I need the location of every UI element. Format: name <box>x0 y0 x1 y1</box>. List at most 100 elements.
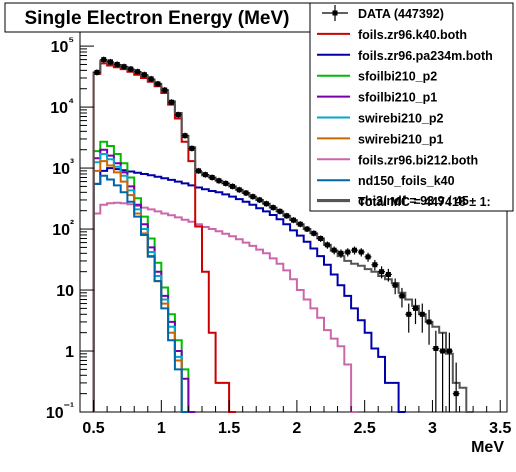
legend-label: sfoilbi210_p2 <box>358 70 437 84</box>
legend-entry-chi2: chi2/ndf = 93.9 / 45 <box>317 194 469 208</box>
legend-label: sfoilbi210_p1 <box>358 91 437 105</box>
legend-entry: foils.zr96.pa234m.both <box>317 49 493 63</box>
data-point <box>113 61 121 68</box>
legend-label: foils.zr96.bi212.both <box>358 153 478 167</box>
data-point <box>249 193 257 200</box>
legend-label: Total MC = 447418 ± 1: <box>358 195 491 209</box>
data-point <box>378 266 385 279</box>
data-point <box>418 303 426 333</box>
data-points <box>93 56 460 412</box>
data-point <box>283 212 291 219</box>
data-point <box>127 66 135 73</box>
y-axis: 10⁻¹ 1 10 10² 10³ 10⁴ 10⁵ <box>46 16 94 422</box>
data-point <box>208 174 216 181</box>
data-point <box>398 287 406 308</box>
legend-label: foils.zr96.k40.both <box>358 28 467 42</box>
data-point <box>425 309 433 345</box>
data-point <box>168 99 175 106</box>
legend-entry: foils.zr96.k40.both <box>317 28 467 42</box>
legend-label: swirebi210_p1 <box>358 132 444 146</box>
x-tick-label: 1 <box>157 420 166 437</box>
data-point <box>351 246 358 255</box>
data-point <box>161 87 169 94</box>
y-tick-label: 1 <box>65 344 74 361</box>
data-point <box>452 362 460 412</box>
data-point <box>344 248 352 257</box>
data-point <box>174 111 182 118</box>
data-point <box>385 268 392 282</box>
series-line-swirebi210-p2 <box>92 153 189 413</box>
data-point <box>330 246 338 255</box>
data-point <box>364 252 372 262</box>
x-tick-label: 3.5 <box>489 420 511 437</box>
legend-box <box>309 2 514 212</box>
data-point <box>215 177 223 184</box>
legend-entry: Total MC = 447418 ± 1: <box>317 195 491 209</box>
data-point <box>120 63 128 70</box>
x-tick-label: 1.5 <box>218 420 240 437</box>
data-point <box>412 298 419 325</box>
chart-title: Single Electron Energy (MeV) <box>25 8 290 29</box>
data-point <box>405 303 413 333</box>
x-tick-label: 0.5 <box>82 420 104 437</box>
series-line-nd150-foils-k40 <box>92 174 189 413</box>
data-point <box>337 249 345 258</box>
x-tick-label: 2 <box>292 420 301 437</box>
data-point <box>134 68 141 75</box>
legend-entry: nd150_foils_k40 <box>317 174 455 188</box>
data-point <box>222 180 230 187</box>
legend-entry: foils.zr96.bi212.both <box>317 153 478 167</box>
legend: DATA (447392) foils.zr96.k40.both foils.zr… <box>309 2 514 212</box>
data-point <box>195 167 202 174</box>
legend-label: swirebi210_p2 <box>358 112 444 126</box>
legend-label: foils.zr96.pa234m.both <box>358 49 493 63</box>
y-tick-label: 10 <box>56 283 74 300</box>
x-tick-label: 2.5 <box>354 420 376 437</box>
legend-entry-data: DATA (447392) <box>322 5 444 21</box>
data-point <box>446 332 453 412</box>
legend-label: nd150_foils_k40 <box>358 174 455 188</box>
legend-entry: sfoilbi210_p2 <box>317 70 437 84</box>
legend-entry: sfoilbi210_p1 <box>317 91 437 105</box>
x-axis: 0.5 1 1.5 2 2.5 3 3.5 <box>79 400 511 437</box>
legend-entries: DATA (447392) foils.zr96.k40.both foils.zr… <box>317 5 493 209</box>
data-point <box>391 278 399 295</box>
y-tick-label: 10⁵ <box>51 34 74 56</box>
data-point <box>181 132 189 139</box>
data-point <box>202 171 209 178</box>
x-tick-label: 3 <box>428 420 437 437</box>
data-point <box>310 230 318 237</box>
data-point <box>100 56 108 63</box>
y-tick-label: 10³ <box>52 156 74 178</box>
data-point <box>439 332 446 412</box>
data-point <box>290 217 297 224</box>
legend-chi2-label: chi2/ndf = 93.9 / 45 <box>358 194 469 208</box>
data-point <box>303 226 311 233</box>
data-point <box>229 183 236 190</box>
data-point <box>107 58 114 65</box>
y-tick-label: 10⁻¹ <box>46 400 74 422</box>
series-line-foils-zr96-pa234m-both <box>92 167 406 413</box>
data-point <box>357 248 365 257</box>
data-point <box>242 190 250 197</box>
data-point <box>432 330 440 412</box>
data-point <box>141 71 148 78</box>
data-point <box>188 145 196 152</box>
data-point <box>256 196 263 203</box>
data-point <box>154 80 162 87</box>
data-point <box>147 75 155 82</box>
data-point <box>269 204 277 211</box>
data-point <box>371 259 379 271</box>
data-point <box>276 208 284 215</box>
data-point <box>324 241 331 249</box>
data-point <box>317 235 324 242</box>
data-point <box>296 221 304 228</box>
y-tick-label: 10⁴ <box>50 95 74 117</box>
legend-entry: swirebi210_p1 <box>317 132 444 146</box>
data-point <box>235 186 243 193</box>
y-tick-label: 10² <box>52 217 74 239</box>
data-point <box>263 200 270 207</box>
data-point <box>93 69 101 76</box>
series-line-swirebi210-p1 <box>92 160 189 413</box>
